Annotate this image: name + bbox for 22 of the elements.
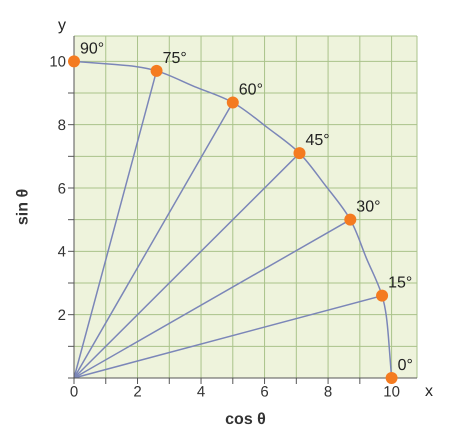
annotation: 90° — [80, 40, 104, 58]
x-tick-label: 8 — [324, 384, 332, 401]
y-tick-label: 10 — [49, 54, 66, 71]
x-axis-title: cos θ — [225, 411, 266, 428]
y-tick-label: 6 — [58, 180, 66, 198]
y-tick-label: 2 — [58, 306, 66, 324]
annotation: 0° — [398, 357, 413, 374]
x-tick-label: 2 — [133, 384, 142, 401]
x-tick-label: 10 — [383, 384, 400, 401]
x-tick-label: 0 — [70, 384, 78, 401]
text: x — [425, 383, 433, 400]
x-tick-label: 4 — [196, 384, 206, 401]
y-tick-label: 4 — [58, 244, 66, 261]
annotation: 45° — [305, 132, 330, 150]
annotation: 75° — [162, 50, 187, 67]
x-tick-label: 6 — [260, 384, 269, 401]
y-axis-title: sin θ — [14, 188, 32, 226]
text: y — [58, 17, 66, 34]
y-tick-label: 8 — [58, 116, 66, 134]
annotation: 15° — [388, 274, 412, 292]
annotation: 60° — [238, 82, 263, 98]
annotation: 30° — [356, 198, 381, 216]
